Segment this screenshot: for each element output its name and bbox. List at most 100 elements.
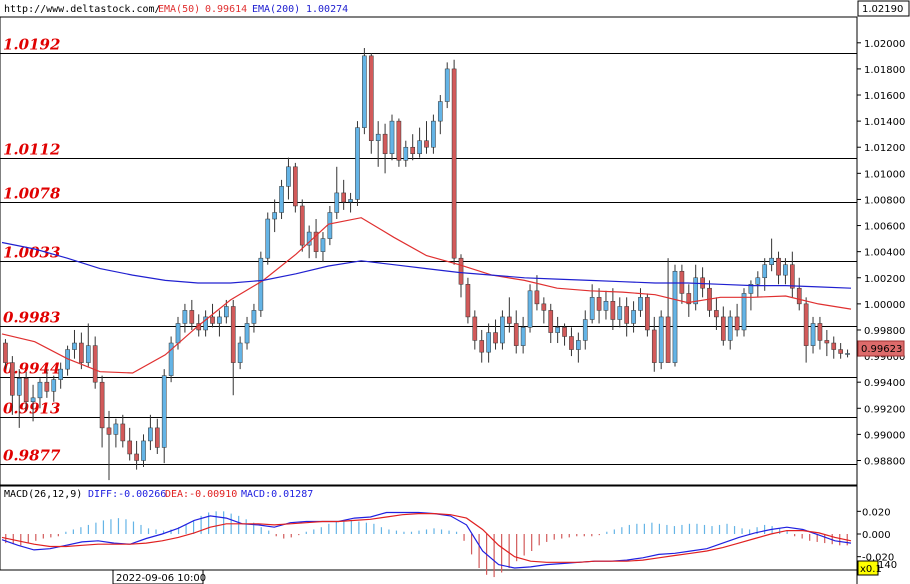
candle xyxy=(92,336,98,389)
candle xyxy=(210,303,215,328)
candle xyxy=(189,299,195,330)
candle xyxy=(527,284,533,333)
candle-body xyxy=(838,349,843,354)
ema50-line xyxy=(1,217,852,374)
candle-body xyxy=(293,166,298,207)
candle xyxy=(16,369,22,428)
price-tick-label: 1.00600 xyxy=(864,222,905,233)
macd-name: MACD(26,12,9) xyxy=(4,489,82,500)
macd-axis-ticks: 0.020 0.000 -0.020 xyxy=(857,507,894,564)
candle xyxy=(79,332,84,370)
candle xyxy=(396,118,402,167)
level-label: 1.0033 xyxy=(3,244,60,262)
zoom-box[interactable] xyxy=(857,560,879,576)
price-tick-label: 0.99800 xyxy=(864,326,905,337)
candle-body xyxy=(368,55,374,141)
candle-body xyxy=(210,316,215,324)
candle-body xyxy=(507,316,512,324)
ema-lines xyxy=(1,217,852,374)
candle-body xyxy=(569,336,574,350)
candle xyxy=(693,264,699,311)
candle-body xyxy=(610,301,616,320)
candle xyxy=(810,316,816,354)
candle xyxy=(58,362,63,389)
candle xyxy=(507,297,512,333)
candle-body xyxy=(79,342,84,363)
candle-body xyxy=(134,453,139,461)
candle xyxy=(313,219,319,259)
candle-body xyxy=(265,218,271,259)
candle-body xyxy=(237,342,243,363)
candle xyxy=(279,179,284,220)
candle xyxy=(803,297,809,363)
macd-diff: DIFF:-0.00266 xyxy=(88,489,166,500)
candle-body xyxy=(693,277,699,305)
candle xyxy=(134,440,139,470)
candle xyxy=(596,288,602,324)
candle-body xyxy=(431,120,436,148)
candle xyxy=(631,301,636,333)
candle-body xyxy=(541,303,547,311)
candle-body xyxy=(417,140,422,155)
candle-body xyxy=(472,316,478,341)
candle-body xyxy=(465,284,471,318)
price-tick-label: 1.00200 xyxy=(864,274,905,285)
candle-body xyxy=(230,306,236,363)
price-tick-label: 1.00800 xyxy=(864,195,905,206)
candle-body xyxy=(755,277,761,285)
candle-body xyxy=(617,306,623,320)
candle-body xyxy=(665,316,671,363)
candle-body xyxy=(299,205,305,246)
candle-body xyxy=(631,310,636,324)
ema50-label: EMA(50) xyxy=(158,4,200,15)
candle xyxy=(320,232,326,263)
candle xyxy=(796,277,802,311)
candle-body xyxy=(382,133,388,155)
candle xyxy=(417,127,422,158)
candle-body xyxy=(113,423,119,435)
candle xyxy=(838,343,843,359)
candle-body xyxy=(513,323,519,346)
candle xyxy=(10,356,15,415)
candle-body xyxy=(658,316,664,363)
candle xyxy=(734,303,740,337)
candle-body xyxy=(493,332,498,344)
candle xyxy=(272,199,277,233)
price-tick-label: 0.99600 xyxy=(864,352,905,363)
candle xyxy=(44,369,50,398)
candle-body xyxy=(748,284,754,294)
candle-body xyxy=(555,327,560,333)
candle-body xyxy=(16,378,22,396)
price-tick-label: 1.01400 xyxy=(864,117,905,128)
candle xyxy=(362,48,367,135)
candle xyxy=(23,371,29,411)
ema200-label: EMA(200) xyxy=(252,4,300,15)
candle xyxy=(368,53,374,154)
candle xyxy=(106,410,112,481)
candle xyxy=(444,62,450,109)
candle-body xyxy=(10,362,15,396)
candle-body xyxy=(734,316,740,331)
zoom-text[interactable]: x0.1 xyxy=(860,564,882,575)
candle-body xyxy=(306,231,312,246)
candle xyxy=(410,134,416,161)
candle-body xyxy=(458,257,464,285)
candle-body xyxy=(596,297,602,311)
candle xyxy=(182,303,188,333)
candle xyxy=(120,414,126,448)
candle-body xyxy=(714,310,719,318)
candle-body xyxy=(403,146,409,161)
candle xyxy=(776,251,781,285)
macd-plot-frame xyxy=(0,485,858,571)
candle-body xyxy=(348,199,353,203)
candle-body xyxy=(527,290,533,328)
source-url[interactable]: http://www.deltastock.com/ xyxy=(4,4,161,15)
candle xyxy=(85,323,91,367)
candle-body xyxy=(762,264,768,279)
candle-body xyxy=(803,303,809,346)
candle-body xyxy=(845,353,850,355)
candle-body xyxy=(3,342,8,363)
candle-body xyxy=(796,287,802,305)
candle xyxy=(603,290,609,320)
candle xyxy=(30,384,36,422)
